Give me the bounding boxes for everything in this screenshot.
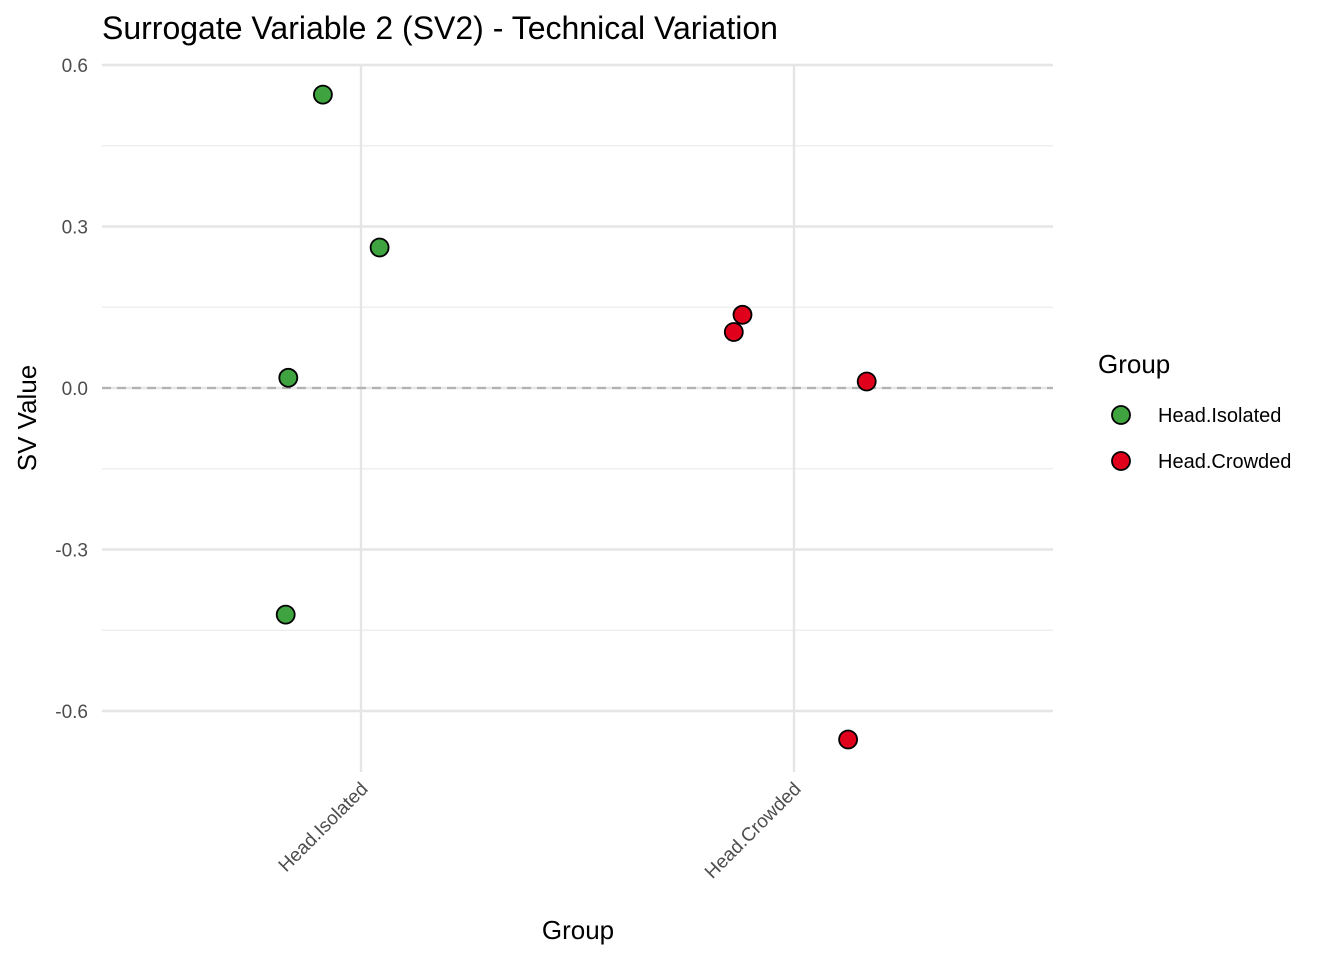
chart-title: Surrogate Variable 2 (SV2) - Technical V… [102,10,778,46]
grid-layer [102,63,1053,772]
y-tick-label: -0.6 [55,702,88,723]
legend-title: Group [1098,349,1170,379]
y-tick-label: 0.0 [62,379,88,400]
data-point [278,367,299,388]
y-axis-title: SV Value [12,365,42,471]
y-tick-label: 0.6 [62,56,88,77]
legend: Group Head.Isolated Head.Crowded [1098,349,1291,473]
data-point [856,371,877,392]
y-tick-label: 0.3 [62,218,88,239]
legend-label: Head.Crowded [1158,451,1291,473]
legend-key [1111,451,1131,471]
x-axis-title: Group [542,915,614,945]
data-point [312,84,333,105]
data-point [838,729,858,750]
legend-label: Head.Isolated [1158,405,1281,427]
x-tick-label: Head.Isolated [275,779,373,877]
data-point [732,304,753,325]
x-tick-label: Head.Crowded [701,779,805,883]
legend-key [1111,405,1131,425]
y-tick-label: -0.3 [55,541,88,562]
data-point [369,237,390,258]
x-tick-labels: Head.Isolated Head.Crowded [275,779,806,883]
legend-entries: Head.Isolated Head.Crowded [1111,405,1291,473]
data-point [723,322,744,342]
y-tick-labels: 0.6 0.3 0.0 -0.3 -0.6 [55,56,88,723]
data-point [275,604,296,625]
points-layer [275,84,877,750]
